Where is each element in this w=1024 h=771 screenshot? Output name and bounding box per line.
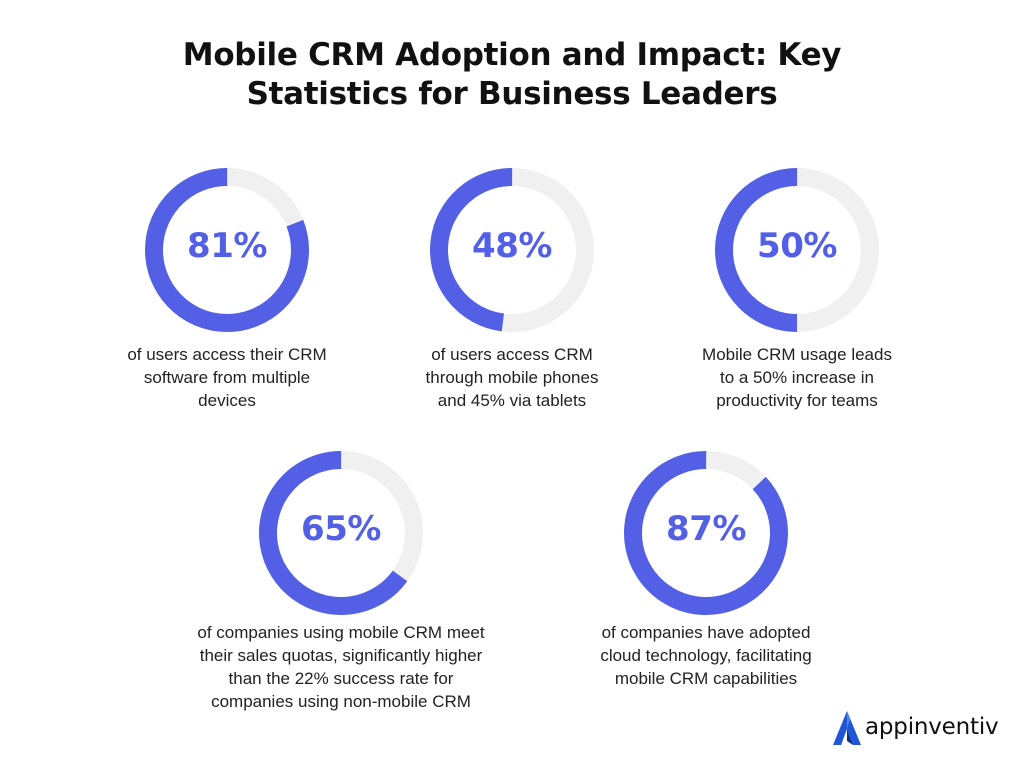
stat-value-1: 81%: [187, 226, 267, 266]
stat-caption-1-line-3: devices: [198, 391, 256, 410]
stat-caption-3-line-3: productivity for teams: [716, 391, 878, 410]
stat-caption-3-line-2: to a 50% increase in: [719, 368, 875, 387]
donut-arc-5: [624, 451, 788, 615]
chart-title-line-2: Statistics for Business Leaders: [246, 76, 778, 112]
chart-title-line-1: Mobile CRM Adoption and Impact: Key: [182, 37, 842, 73]
brand-logo: appinventiv: [832, 710, 999, 746]
stat-caption-5-line-3: mobile CRM capabilities: [614, 669, 798, 688]
stat-caption-2-line-1: of users access CRM: [431, 345, 593, 364]
stat-caption-5: of companies have adopted cloud technolo…: [556, 621, 856, 690]
stat-caption-4-line-2: their sales quotas, significantly higher: [199, 646, 483, 665]
stat-caption-1: of users access their CRM software from …: [87, 343, 367, 412]
donut-arc-4: [259, 451, 423, 615]
stat-value-5: 87%: [666, 509, 746, 549]
donut-arc-1: [145, 168, 309, 332]
stat-caption-1-line-2: software from multiple: [143, 368, 311, 387]
donut-arc-2: [430, 168, 594, 332]
stat-caption-4-line-4: companies using non-mobile CRM: [211, 692, 471, 711]
stat-caption-2-line-3: and 45% via tablets: [437, 391, 587, 410]
stat-value-4: 65%: [301, 509, 381, 549]
donut-ring-3: [715, 168, 879, 332]
stat-caption-2: of users access CRM through mobile phone…: [372, 343, 652, 412]
stat-caption-3-line-1: Mobile CRM usage leads: [702, 345, 892, 364]
donut-ring-5: [624, 451, 788, 615]
stat-value-2: 48%: [472, 226, 552, 266]
stat-caption-4-line-3: than the 22% success rate for: [228, 669, 454, 688]
stat-caption-2-line-2: through mobile phones: [425, 368, 599, 387]
donut-ring-2: [430, 168, 594, 332]
stat-caption-4-line-1: of companies using mobile CRM meet: [197, 623, 485, 642]
donut-arc-3: [715, 168, 879, 332]
brand-name: appinventiv: [865, 714, 999, 740]
stat-caption-4: of companies using mobile CRM meet their…: [156, 621, 526, 713]
stat-caption-1-line-1: of users access their CRM: [127, 345, 327, 364]
chart-title: Mobile CRM Adoption and Impact: Key Stat…: [0, 36, 1024, 114]
stat-caption-5-line-2: cloud technology, facilitating: [600, 646, 812, 665]
stat-caption-3: Mobile CRM usage leads to a 50% increase…: [657, 343, 937, 412]
appinventiv-logo-icon: [833, 711, 861, 745]
donut-ring-4: [259, 451, 423, 615]
stat-caption-5-line-1: of companies have adopted: [601, 623, 811, 642]
stat-value-3: 50%: [757, 226, 837, 266]
donut-ring-1: [145, 168, 309, 332]
